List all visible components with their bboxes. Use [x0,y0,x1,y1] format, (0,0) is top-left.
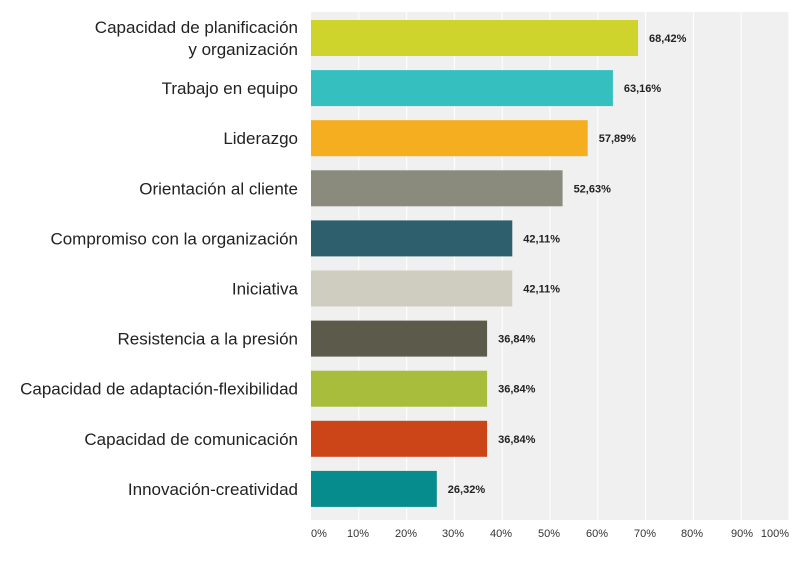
bar [311,320,488,357]
x-tick-label: 90% [731,528,753,540]
bar [311,170,563,207]
bars [311,20,639,507]
x-tick-label: 20% [395,528,417,540]
bar-value-label: 63,16% [624,83,662,95]
category-label: Trabajo en equipo [162,79,298,98]
bar [311,120,588,157]
bar-value-label: 68,42% [649,33,687,45]
category-label: Capacidad de comunicación [84,430,298,449]
category-labels: Capacidad de planificación y organización… [20,18,298,499]
category-label: Compromiso con la organización [50,229,298,248]
bar [311,370,488,407]
category-label: Capacidad de planificación y organización [95,18,298,59]
category-label: Capacidad de adaptación-flexibilidad [20,380,298,399]
bar-value-label: 52,63% [574,183,612,195]
bar-value-label: 36,84% [498,384,536,396]
category-label: Orientación al cliente [139,179,298,198]
category-label: Resistencia a la presión [118,330,298,349]
x-tick-label: 10% [347,528,369,540]
x-axis-ticks: 0% 10% 20% 30% 40% 50% 60% 70% 80% 90% 100% [311,528,789,540]
bar [311,70,613,107]
bar [311,420,488,457]
bar [311,220,513,257]
bar [311,470,437,507]
bar-value-label: 36,84% [498,334,536,346]
x-tick-label: 80% [681,528,703,540]
x-tick-label: 50% [538,528,560,540]
bar-value-label: 42,11% [523,233,560,245]
bar-value-label: 42,11% [523,284,560,296]
x-tick-label: 30% [442,528,464,540]
bar-value-label: 57,89% [599,133,637,145]
bar [311,20,639,56]
category-label: Innovación-creatividad [128,480,298,499]
bar [311,270,513,307]
x-tick-label: 0% [311,528,327,540]
x-tick-label: 70% [634,528,656,540]
value-labels: 68,42% 63,16% 57,89% 52,63% 42,11% 42,11% 36,8… [448,33,687,496]
category-label: Iniciativa [232,280,299,299]
category-label: Liderazgo [223,129,298,148]
x-tick-label: 40% [490,528,512,540]
bar-value-label: 36,84% [498,434,536,446]
x-tick-label: 60% [586,528,608,540]
x-tick-label: 100% [761,528,789,540]
bar-value-label: 26,32% [448,484,486,496]
